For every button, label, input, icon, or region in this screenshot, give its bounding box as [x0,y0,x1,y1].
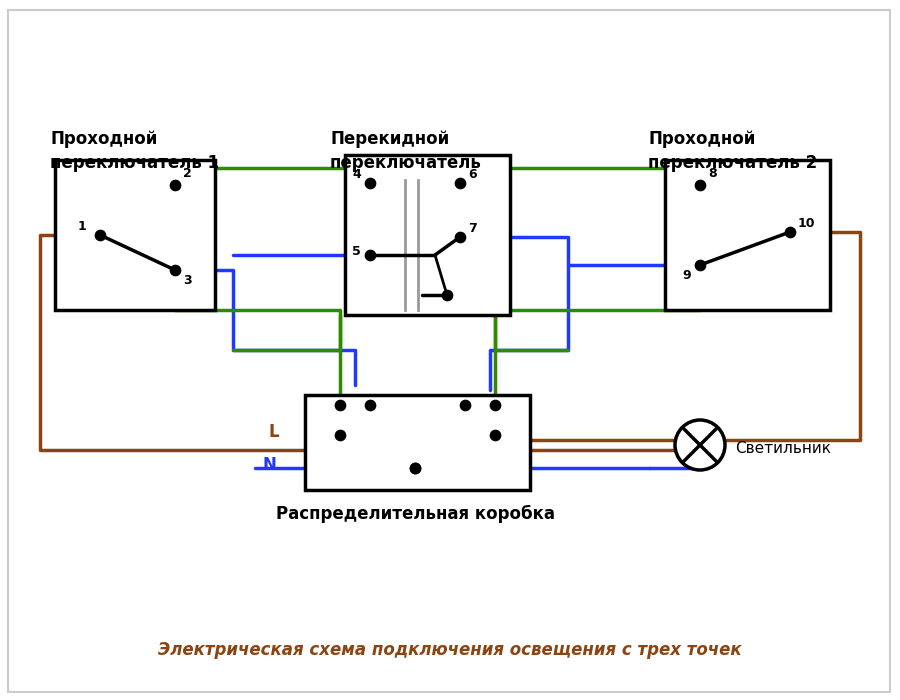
Point [408,463,422,474]
Point [440,289,454,300]
Text: Светильник: Светильник [735,441,831,456]
Point [363,177,377,188]
Point [363,400,377,411]
Point [458,400,473,411]
Point [363,249,377,260]
Point [488,429,502,440]
Text: 10: 10 [798,217,815,230]
Text: 6: 6 [468,168,477,181]
Point [453,177,467,188]
Point [93,230,107,241]
Bar [55,160,215,310]
Point [693,260,707,271]
Point [167,265,182,276]
Text: 2: 2 [183,167,192,180]
Point [783,226,797,237]
Point [333,400,347,411]
Text: Электрическая схема подключения освещения с трех точек: Электрическая схема подключения освещени… [158,641,742,659]
Text: 7: 7 [468,222,477,235]
Text: 8: 8 [708,167,716,180]
Text: Проходной
переключатель 2: Проходной переключатель 2 [648,130,817,172]
Text: 9: 9 [682,269,690,282]
Point [453,232,467,243]
Circle shape [675,420,725,470]
Text: 4: 4 [352,168,361,181]
Text: Перекидной
переключатель: Перекидной переключатель [330,130,482,172]
Point [693,179,707,190]
Text: Распределительная коробка: Распределительная коробка [275,505,554,523]
Text: 3: 3 [183,274,192,287]
Bar [665,160,830,310]
Text: 1: 1 [77,220,86,233]
Text: L: L [268,423,279,441]
Point [488,400,502,411]
Point [408,463,422,474]
Text: Проходной
переключатель 1: Проходной переключатель 1 [50,130,219,172]
Bar [305,395,530,490]
Point [167,179,182,190]
Text: N: N [262,456,276,474]
Point [333,429,347,440]
Bar [345,155,510,315]
Text: 5: 5 [352,245,361,258]
